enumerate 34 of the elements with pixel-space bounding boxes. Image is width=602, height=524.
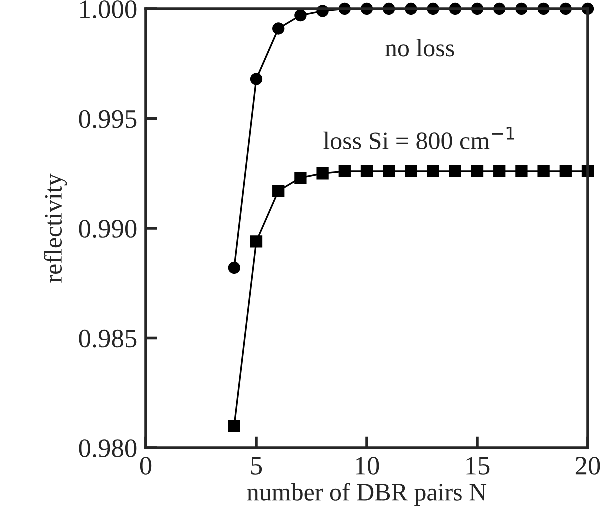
point	[294, 10, 307, 22]
point	[427, 165, 440, 178]
y-tick-label: 0.980	[79, 440, 137, 458]
y-tick-label: 0.995	[79, 110, 137, 128]
x-tick-label: 20	[576, 457, 600, 475]
point	[228, 420, 240, 432]
y-tick-label: 1.000	[80, 0, 137, 19]
point	[228, 262, 240, 274]
annotation: loss Si = 800 cm$^{−1}$	[324, 126, 514, 150]
point	[383, 165, 396, 178]
point	[360, 165, 374, 178]
point	[250, 236, 263, 248]
point	[316, 168, 329, 180]
y-axis-title: reflectivity	[44, 174, 68, 283]
point	[471, 165, 484, 178]
y-tick-label: 0.990	[79, 220, 137, 238]
x-tick-label: 10	[356, 457, 380, 475]
point	[516, 165, 528, 178]
point	[250, 73, 263, 86]
x-tick-label: 15	[466, 457, 490, 475]
point	[560, 165, 572, 178]
y-tick-label: 0.985	[79, 330, 137, 348]
x-axis-title: number of DBR pairs N	[247, 483, 487, 506]
annotation: no loss	[386, 39, 454, 57]
point	[272, 22, 285, 35]
x-tick-label: 0	[140, 457, 152, 475]
point	[494, 165, 506, 178]
x-tick-label: 5	[251, 457, 262, 475]
point	[538, 165, 550, 178]
point	[272, 185, 285, 198]
point	[338, 165, 351, 178]
point	[405, 165, 418, 178]
point	[449, 165, 462, 178]
point	[294, 172, 307, 184]
